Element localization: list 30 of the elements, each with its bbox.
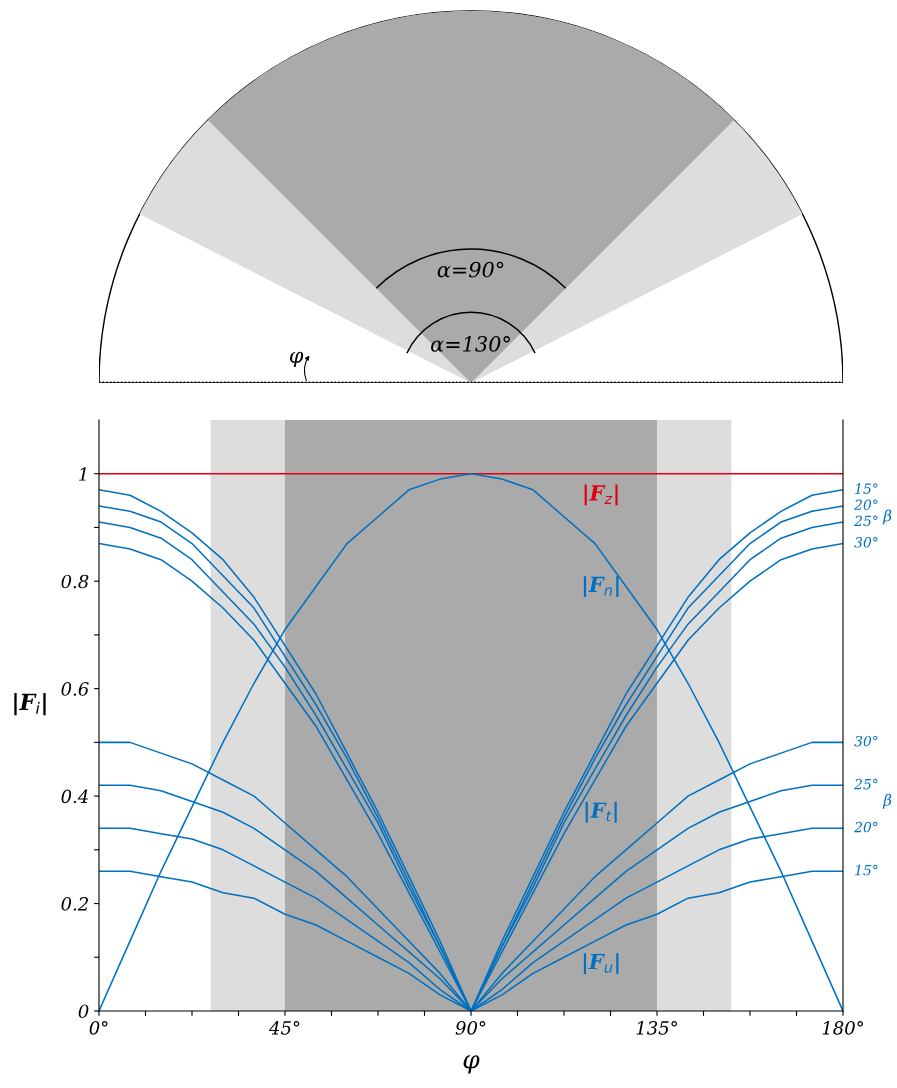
x-tick-label: 45° xyxy=(268,1021,300,1035)
series-label: 15° xyxy=(855,483,878,494)
y-tick-label: 1 xyxy=(79,467,86,481)
x-axis-title: φ xyxy=(463,1055,480,1074)
x-tick-label: 180° xyxy=(822,1021,864,1035)
y-axis-title: |F$_{i}$| xyxy=(14,693,46,716)
y-tick-label: 0.6 xyxy=(61,682,89,696)
text: β xyxy=(882,509,892,525)
y-tick-label: 0 xyxy=(78,1004,89,1019)
series-label: 25° xyxy=(854,778,878,790)
series-label: 15° xyxy=(855,864,878,876)
series-label: 30° xyxy=(854,735,878,747)
x-tick-label: 135° xyxy=(636,1021,678,1035)
y-tick-label: 0.8 xyxy=(61,574,89,589)
text: β xyxy=(882,793,892,809)
x-tick-label: 90° xyxy=(455,1021,486,1035)
series-label: 25° xyxy=(854,515,878,527)
series-label: 20° xyxy=(854,499,878,510)
annotation: |F$_{n}$| xyxy=(583,576,619,597)
y-tick-label: 0.4 xyxy=(61,789,88,804)
x-tick-label: 0° xyxy=(89,1021,108,1035)
text: φ xyxy=(289,351,304,368)
annotation: |F$_{t}$| xyxy=(585,801,617,823)
series-label: 30° xyxy=(854,537,878,548)
y-tick-label: 0.2 xyxy=(61,897,88,911)
series-label: 20° xyxy=(854,821,878,833)
annotation: |F$_{u}$| xyxy=(583,953,619,975)
text: α=90° xyxy=(437,261,504,278)
annotation: |F$_{z}$| xyxy=(584,484,618,506)
text: α=130° xyxy=(431,336,510,352)
